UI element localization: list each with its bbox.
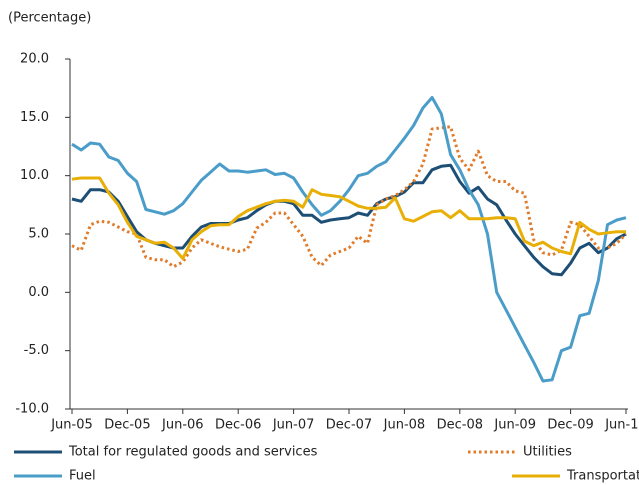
- x-tick-label: Jun-05: [50, 418, 93, 433]
- y-tick-label: 0.0: [28, 285, 49, 300]
- series-line: [71, 176, 626, 260]
- y-tick-label: 20.0: [20, 52, 49, 67]
- x-tick-label: Jun-06: [161, 418, 204, 433]
- series-line: [71, 125, 628, 269]
- series-line: [71, 163, 627, 277]
- x-tick-label: Dec-06: [215, 418, 261, 433]
- x-tick-label: Dec-08: [437, 418, 483, 433]
- x-tick-label: Jun-07: [272, 418, 315, 433]
- y-tick-label: 5.0: [28, 227, 49, 242]
- legend-label: Utilities: [523, 445, 572, 460]
- x-tick-label: Jun-09: [493, 418, 536, 433]
- legend-label: Transportation: [566, 469, 639, 484]
- x-tick-label: Jun-10: [604, 418, 639, 433]
- x-tick-label: Dec-07: [326, 418, 372, 433]
- y-tick-label: -5.0: [24, 343, 49, 358]
- x-tick-label: Dec-09: [547, 418, 593, 433]
- y-tick-label: -10.0: [15, 402, 49, 417]
- x-tick-label: Dec-05: [104, 418, 150, 433]
- series-line: [71, 96, 627, 383]
- y-tick-label: 15.0: [20, 110, 49, 125]
- x-tick-label: Jun-08: [383, 418, 426, 433]
- legend-label: Total for regulated goods and services: [68, 445, 318, 460]
- legend-label: Fuel: [69, 469, 96, 484]
- y-tick-label: 10.0: [20, 168, 49, 183]
- y-axis-label: (Percentage): [8, 11, 91, 26]
